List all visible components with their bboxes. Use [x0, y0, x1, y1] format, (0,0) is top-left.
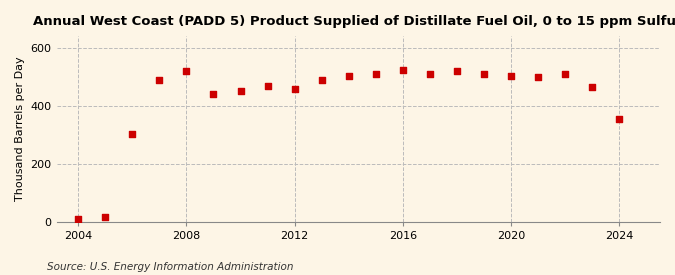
Point — [506, 74, 516, 79]
Point — [262, 84, 273, 88]
Point — [344, 74, 354, 78]
Y-axis label: Thousand Barrels per Day: Thousand Barrels per Day — [15, 57, 25, 201]
Point — [371, 72, 381, 77]
Text: Source: U.S. Energy Information Administration: Source: U.S. Energy Information Administ… — [47, 262, 294, 272]
Point — [479, 72, 489, 76]
Point — [181, 69, 192, 73]
Point — [290, 87, 300, 91]
Point — [73, 217, 84, 221]
Point — [100, 215, 111, 219]
Point — [317, 78, 327, 82]
Point — [614, 117, 625, 122]
Point — [560, 71, 570, 76]
Point — [235, 89, 246, 93]
Point — [154, 78, 165, 82]
Point — [452, 69, 462, 74]
Point — [398, 68, 408, 72]
Point — [587, 85, 598, 90]
Point — [127, 132, 138, 136]
Title: Annual West Coast (PADD 5) Product Supplied of Distillate Fuel Oil, 0 to 15 ppm : Annual West Coast (PADD 5) Product Suppl… — [34, 15, 675, 28]
Point — [533, 75, 543, 79]
Point — [208, 92, 219, 96]
Point — [425, 71, 435, 76]
